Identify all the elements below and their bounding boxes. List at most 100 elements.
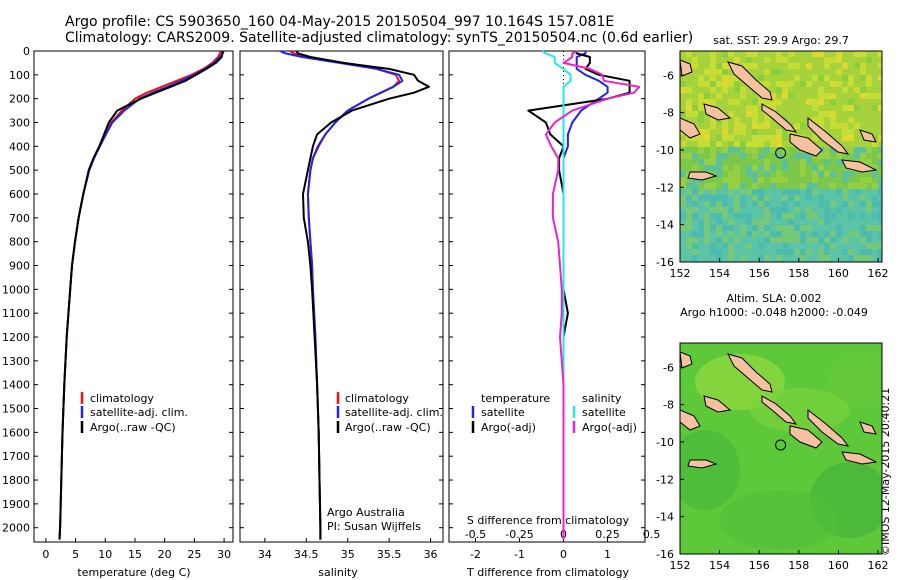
sst-cell [854,195,860,201]
sst-cell [776,237,782,243]
sst-cell [818,81,824,87]
sst-cell [704,81,710,87]
sst-cell [752,219,758,225]
sst-cell [860,75,866,81]
sst-cell [776,219,782,225]
sst-cell [764,243,770,249]
sst-cell [800,243,806,249]
island-west [680,117,701,139]
difference-legend: temperature satellite Argo(-adj) salinit… [471,392,637,434]
sst-cell [770,105,776,111]
sst-cell [854,57,860,63]
sst-cell [854,111,860,117]
island-guadalcanal [789,425,823,449]
y-tick-label: 1500 [2,403,30,416]
profile-location-marker [775,439,787,451]
sst-cell [728,153,734,159]
sst-cell [854,75,860,81]
sst-cell [692,189,698,195]
sst-cell [764,249,770,255]
sst-cell [686,243,692,249]
sst-map-frame [679,50,883,263]
sst-cell [686,75,692,81]
sst-cell [710,195,716,201]
sst-cell [830,171,836,177]
sst-cell [740,105,746,111]
sst-cell [710,75,716,81]
island-new-georgia [703,395,732,413]
sst-cell [692,93,698,99]
sst-cell [836,243,842,249]
sst-cell [830,93,836,99]
sst-cell [764,75,770,81]
sst-cell [878,93,882,99]
sst-cell [704,237,710,243]
sst-cell [764,81,770,87]
sst-cell [746,63,752,69]
sst-cell [824,177,830,183]
island-rennell [687,459,718,469]
sst-cell [872,177,878,183]
sst-cell [728,57,734,63]
y-tick-label: 2000 [2,522,30,535]
sst-cell [728,177,734,183]
sla-low-patch [680,430,740,510]
island-rennell [687,171,718,181]
sst-cell [746,147,752,153]
sst-cell [848,255,854,261]
sst-cell [692,51,698,57]
island-new-georgia [703,103,732,121]
sst-cell [728,87,734,93]
sst-cell [854,93,860,99]
sst-cell [698,237,704,243]
sst-cell [710,225,716,231]
sla-map-frame [679,342,883,555]
sst-cell [752,93,758,99]
sst-cell [686,93,692,99]
sst-cell [770,171,776,177]
sst-cell [752,57,758,63]
sst-cell [800,81,806,87]
sst-cell [800,207,806,213]
sst-cell [842,165,848,171]
sst-cell [752,225,758,231]
sst-cell [818,141,824,147]
sst-cell [692,165,698,171]
sst-cell [728,219,734,225]
series-satellite-adj-clim [58,50,225,540]
x-tick-label: 34.5 [294,548,319,561]
sst-cell [866,51,872,57]
sst-cell [686,231,692,237]
sst-cell [812,81,818,87]
sst-cell [794,237,800,243]
sst-cell [878,123,882,129]
sst-cell [716,147,722,153]
lat-tick-label: -10 [656,436,674,449]
sst-cell [746,51,752,57]
sst-cell [740,129,746,135]
sst-cell [806,111,812,117]
sst-cell [860,255,866,261]
sst-cell [806,165,812,171]
sst-cell [758,231,764,237]
sst-cell [830,165,836,171]
sst-cell [722,243,728,249]
sst-cell [758,105,764,111]
sst-cell [812,51,818,57]
sst-cell [698,111,704,117]
sst-cell [806,159,812,165]
sst-cell [746,213,752,219]
sst-cell [704,165,710,171]
sst-cell [788,189,794,195]
sst-cell [812,75,818,81]
sst-cell [806,243,812,249]
sst-cell [752,141,758,147]
sst-cell [722,219,728,225]
sst-cell [740,189,746,195]
sst-cell [722,171,728,177]
sst-cell [788,57,794,63]
sst-cell [716,189,722,195]
sst-cell [866,147,872,153]
sst-cell [860,147,866,153]
sst-cell [794,249,800,255]
